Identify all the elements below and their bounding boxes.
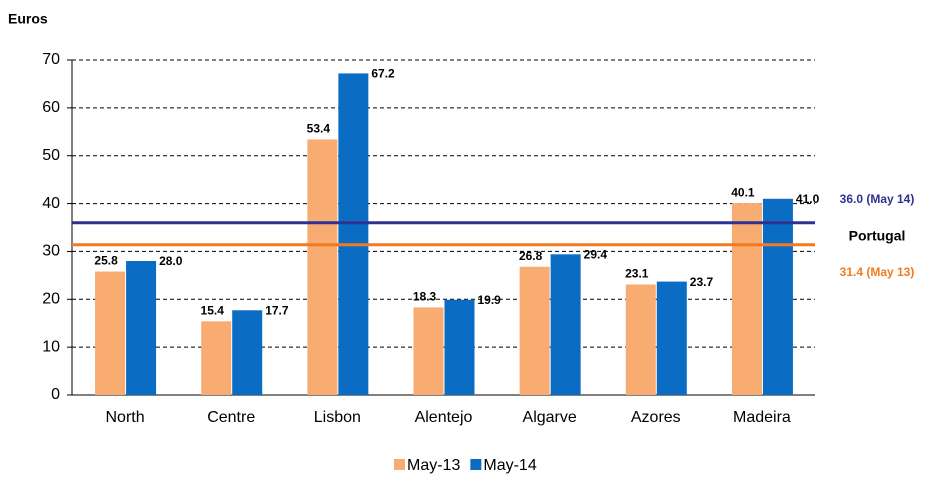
- y-tick-label: 70: [42, 51, 60, 68]
- y-tick-label: 20: [42, 291, 60, 308]
- value-label: 40.1: [731, 185, 755, 199]
- value-label: 23.7: [690, 275, 714, 289]
- x-tick-label: Madeira: [733, 409, 791, 426]
- value-label: 25.8: [94, 254, 118, 268]
- legend-swatch: [394, 459, 405, 470]
- bar: [95, 271, 126, 395]
- value-label: 17.7: [265, 303, 289, 317]
- value-label: 19.9: [478, 293, 502, 307]
- y-tick-label: 10: [42, 338, 60, 355]
- y-axis-label: Euros: [8, 11, 48, 27]
- x-tick-label: Centre: [207, 409, 255, 426]
- y-tick-label: 50: [42, 147, 60, 164]
- legend-swatch: [470, 459, 482, 470]
- bar: [444, 299, 475, 395]
- reference-title: Portugal: [849, 228, 906, 244]
- bar: [201, 321, 232, 395]
- x-tick-label: Algarve: [523, 409, 577, 426]
- value-label: 23.1: [625, 267, 649, 281]
- legend-label: May-13: [407, 457, 460, 474]
- bar: [625, 284, 656, 395]
- bar: [519, 266, 550, 395]
- value-label: 28.0: [159, 254, 183, 268]
- bar: [338, 73, 369, 396]
- bar: [413, 307, 444, 395]
- bar: [550, 254, 581, 395]
- value-label: 29.4: [584, 247, 608, 261]
- x-tick-label: Lisbon: [314, 409, 361, 426]
- y-tick-label: 30: [42, 243, 60, 260]
- value-label: 18.3: [413, 290, 437, 304]
- bar: [126, 261, 157, 395]
- value-label: 41.0: [796, 192, 820, 206]
- value-label: 67.2: [371, 67, 395, 81]
- reference-label: 36.0 (May 14): [840, 192, 915, 206]
- bar: [656, 281, 687, 395]
- bar: [307, 139, 338, 395]
- bar: [232, 310, 263, 395]
- x-tick-label: North: [106, 409, 145, 426]
- y-tick-label: 0: [51, 386, 60, 403]
- value-label: 15.4: [201, 303, 225, 317]
- y-tick-label: 40: [42, 195, 60, 212]
- legend-label: May-14: [483, 457, 536, 474]
- x-tick-label: Alentejo: [415, 409, 473, 426]
- bar: [762, 198, 793, 395]
- reference-label: 31.4 (May 13): [840, 265, 915, 279]
- bar: [731, 203, 762, 395]
- y-tick-label: 60: [42, 99, 60, 116]
- value-label: 26.8: [519, 249, 543, 263]
- x-tick-label: Azores: [631, 409, 681, 426]
- value-label: 53.4: [307, 122, 331, 136]
